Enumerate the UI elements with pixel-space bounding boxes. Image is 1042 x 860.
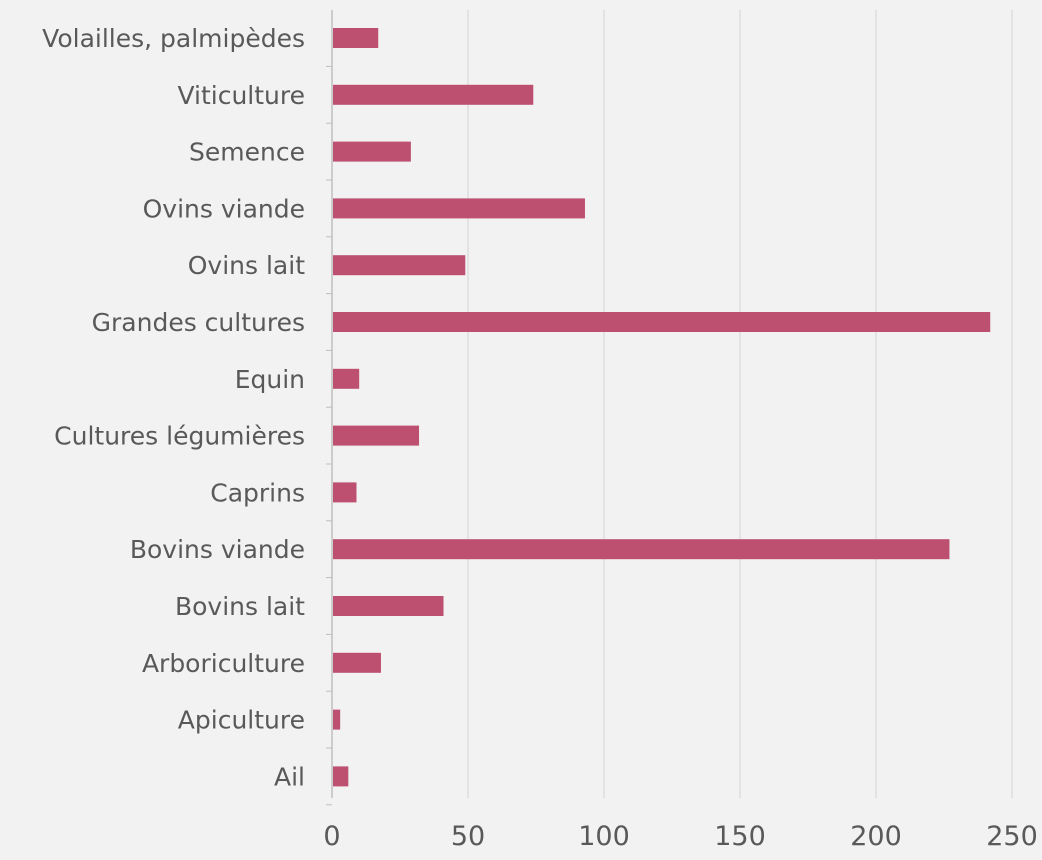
x-tick-label: 50 [451, 821, 485, 852]
bar [333, 596, 444, 616]
x-tick-label: 0 [323, 821, 340, 852]
category-label: Apiculture [178, 706, 305, 735]
x-tick-label: 200 [850, 821, 902, 852]
bar [333, 709, 341, 730]
x-tick-label: 150 [714, 821, 766, 852]
bar [333, 368, 360, 389]
gridlines [467, 10, 1013, 798]
bar [333, 84, 534, 105]
category-label: Ovins viande [143, 194, 305, 223]
category-label: Ail [274, 762, 305, 791]
bar [333, 255, 466, 276]
bar [333, 141, 411, 162]
bar [333, 766, 349, 787]
category-label: Equin [235, 365, 305, 394]
bar [333, 312, 991, 332]
bar [333, 652, 381, 673]
category-label: Bovins viande [130, 535, 305, 564]
category-label: Ovins lait [188, 251, 305, 280]
category-label: Bovins lait [175, 592, 305, 621]
labels: 0 50 100 150 200 250 Volailles, palmipèdes Viti… [42, 24, 1038, 852]
category-label: Volailles, palmipèdes [42, 24, 305, 53]
category-label: Grandes cultures [92, 308, 305, 337]
axes [326, 10, 333, 806]
category-label: Semence [189, 138, 305, 167]
bar [333, 539, 950, 560]
x-tick-label: 250 [986, 821, 1038, 852]
bar [333, 28, 379, 48]
category-label: Arboriculture [142, 649, 305, 678]
bar [333, 425, 420, 446]
x-tick-label: 100 [578, 821, 630, 852]
bar [333, 198, 585, 219]
bars [333, 28, 991, 787]
category-label: Caprins [210, 478, 305, 507]
category-label: Viticulture [177, 81, 305, 110]
category-label: Cultures légumières [54, 422, 305, 451]
bar [333, 482, 357, 503]
